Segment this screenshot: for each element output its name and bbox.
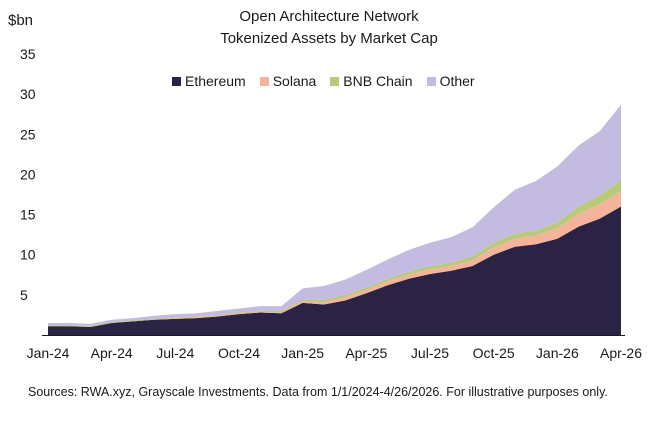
y-tick-labels: 5 10 15 20 25 30 35 (20, 46, 36, 303)
y-tick-label: 5 (20, 287, 28, 303)
legend-swatch-solana (259, 76, 269, 86)
y-tick-label: 20 (20, 166, 36, 182)
legend-swatch-ethereum (172, 76, 181, 86)
x-tick-label: Apr-26 (600, 345, 642, 361)
x-tick-label: Oct-25 (473, 345, 515, 361)
x-tick-label: Jan-25 (281, 345, 324, 361)
legend: Ethereum Solana BNB Chain Other (172, 73, 475, 89)
legend-label-other: Other (439, 73, 475, 89)
legend-item-other: Other (426, 73, 475, 89)
legend-item-ethereum: Ethereum (172, 73, 246, 89)
legend-swatch-other (426, 76, 436, 86)
area-other (48, 104, 621, 327)
legend-swatch-bnb-chain (330, 76, 340, 86)
y-tick-label: 15 (20, 207, 36, 223)
legend-label-ethereum: Ethereum (185, 73, 246, 89)
x-tick-label: Apr-25 (345, 345, 387, 361)
y-tick-label: 35 (20, 46, 36, 62)
x-tick-label: Jan-24 (27, 345, 70, 361)
x-tick-label: Oct-24 (218, 345, 260, 361)
y-axis-label: $bn (8, 12, 34, 29)
legend-label-bnb-chain: BNB Chain (343, 73, 413, 89)
area-solana (48, 191, 621, 327)
x-tick-label: Jul-25 (411, 345, 449, 361)
x-tick-labels: Jan-24 Apr-24 Jul-24 Oct-24 Jan-25 Apr-25 Jul-… (27, 345, 643, 361)
source-note: Sources: RWA.xyz, Grayscale Investments.… (28, 385, 608, 399)
x-tick-label: Jul-24 (156, 345, 194, 361)
legend-label-solana: Solana (272, 73, 317, 89)
area-bnb-chain (48, 180, 621, 327)
area-ethereum (48, 206, 621, 335)
legend-item-solana: Solana (259, 73, 317, 89)
y-tick-label: 25 (20, 126, 36, 142)
legend-item-bnb-chain: BNB Chain (330, 73, 413, 89)
x-tick-label: Jan-26 (536, 345, 579, 361)
chart-title: Open Architecture Network (239, 8, 419, 25)
y-tick-label: 10 (20, 247, 36, 263)
y-tick-label: 30 (20, 86, 36, 102)
x-tick-label: Apr-24 (91, 345, 133, 361)
chart-subtitle: Tokenized Assets by Market Cap (220, 30, 438, 47)
stacked-areas (48, 104, 621, 335)
